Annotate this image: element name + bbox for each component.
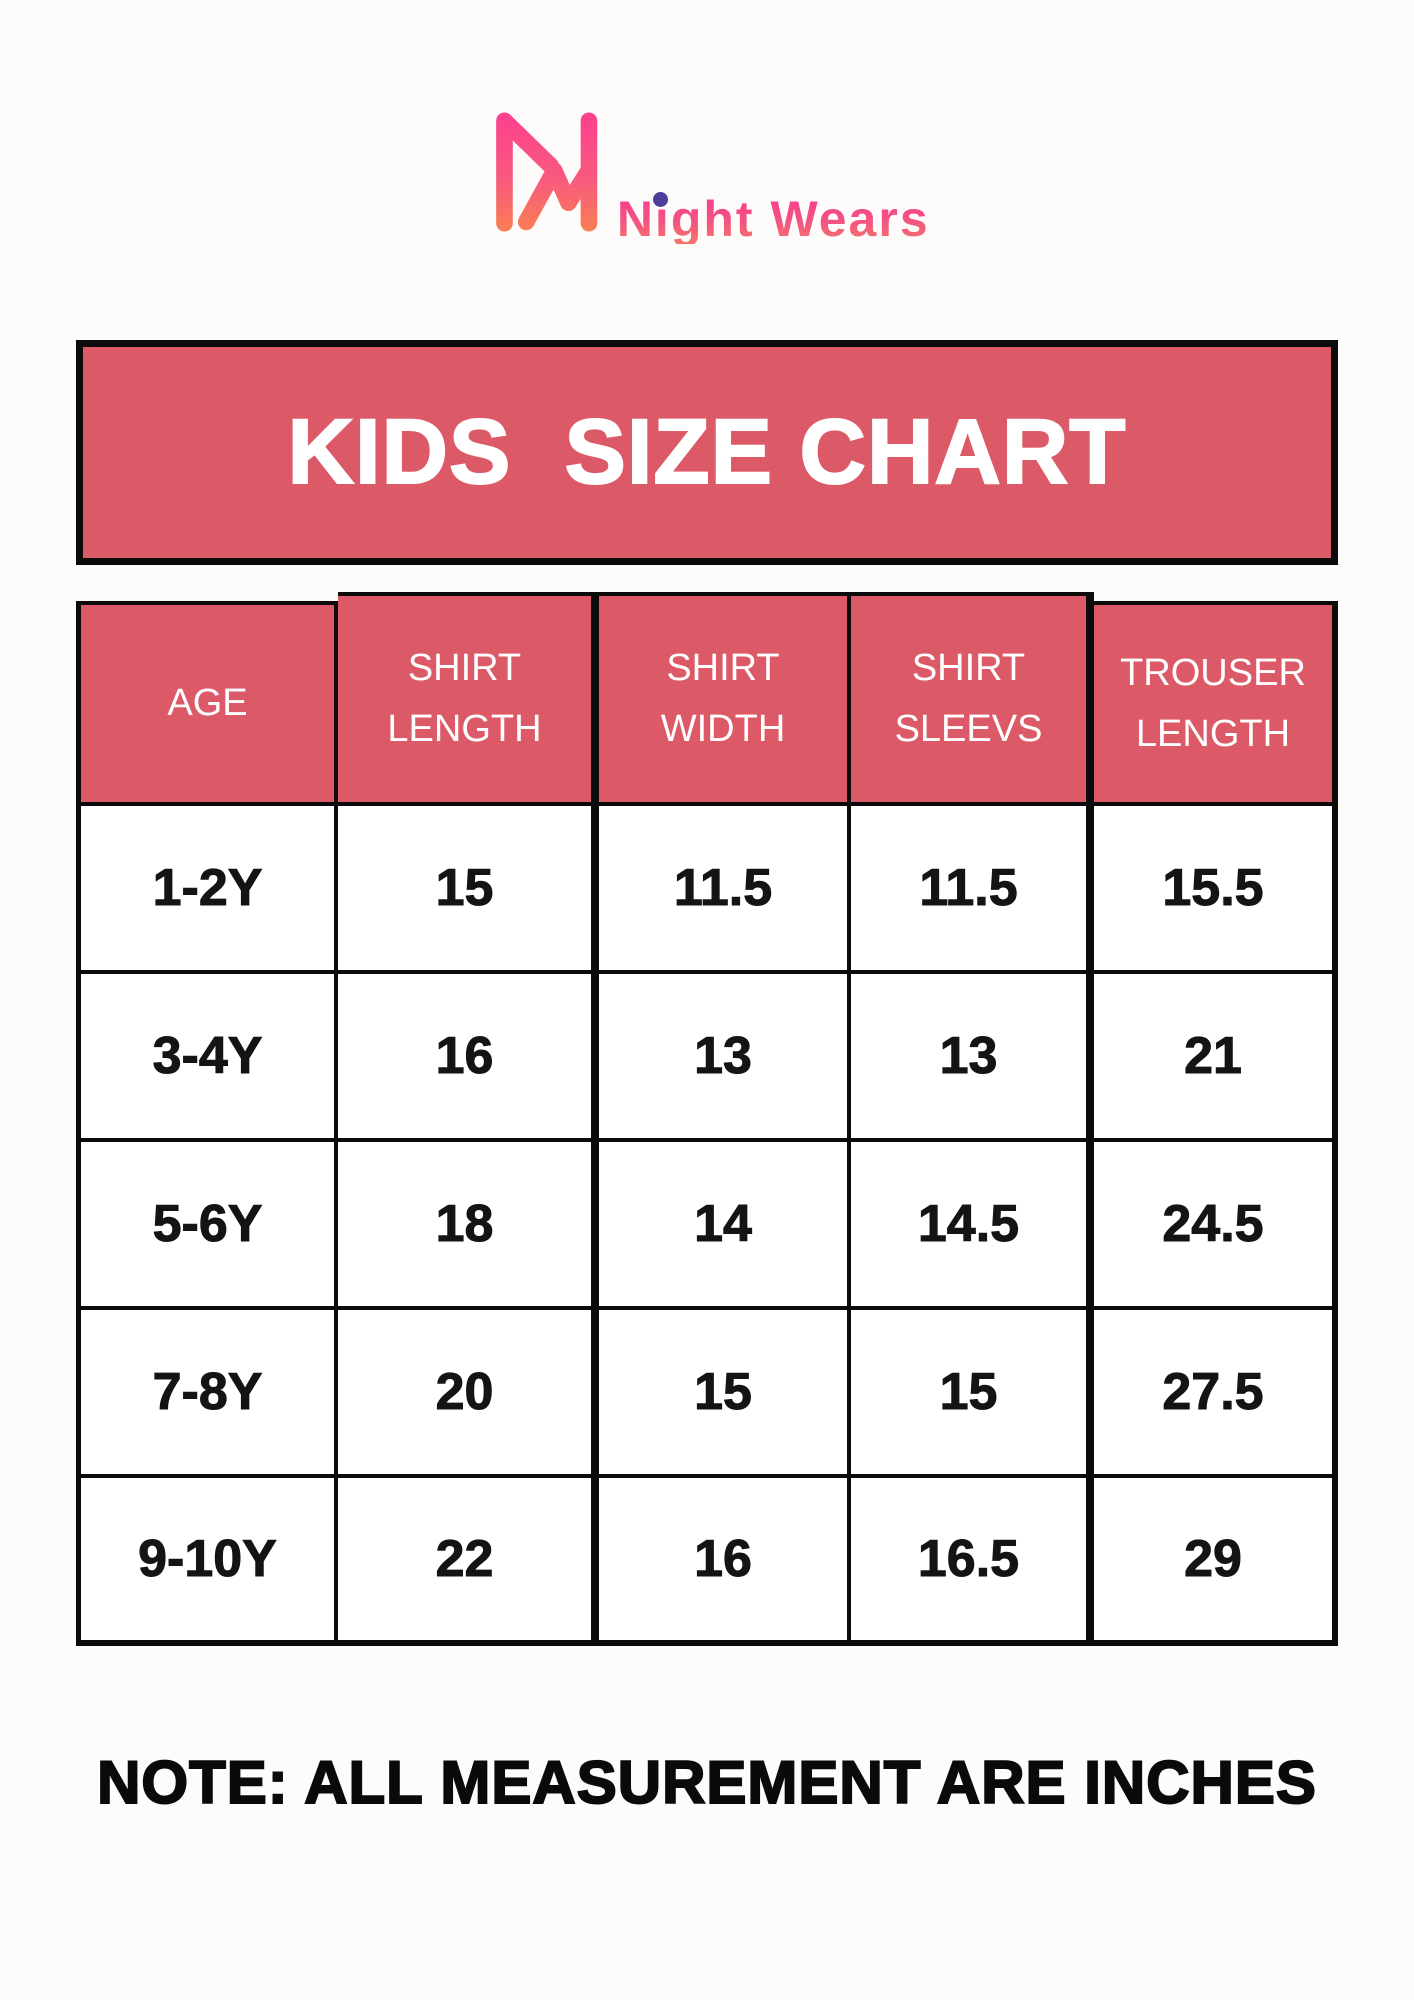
wordmark-i-dot (652, 192, 668, 207)
shirt-sleeves-cell: 14.5 (851, 1142, 1094, 1310)
page-title: KIDS SIZE CHART (287, 400, 1127, 504)
shirt-sleeves-cell: 16.5 (851, 1478, 1094, 1646)
kids-size-table: AGE SHIRT LENGTH SHIRT WIDTH SHIRT SLEEV… (76, 592, 1338, 1646)
shirt-width-cell: 11.5 (599, 806, 851, 974)
shirt-sleeves-cell: 11.5 (851, 806, 1094, 974)
age-cell: 3-4Y (81, 974, 338, 1142)
shirt-width-cell: 16 (599, 1478, 851, 1646)
shirt-length-cell: 16 (338, 974, 599, 1142)
shirt-length-cell: 20 (338, 1310, 599, 1478)
shirt-length-cell: 15 (338, 806, 599, 974)
shirt-sleeves-cell: 13 (851, 974, 1094, 1142)
logo-diagonal (497, 113, 560, 174)
shirt-length-cell: 18 (338, 1142, 599, 1310)
shirt-length-cell: 22 (338, 1478, 599, 1646)
shirt-sleeves-cell: 15 (851, 1310, 1094, 1478)
shirt-width-cell: 14 (599, 1142, 851, 1310)
age-cell: 9-10Y (81, 1478, 338, 1646)
column-header-trouser-length: TROUSER LENGTH (1094, 601, 1338, 806)
trouser-length-cell: 27.5 (1094, 1310, 1338, 1478)
brand-header: Night Wears (0, 0, 1414, 244)
night-wears-logo-icon (496, 112, 598, 232)
measurement-note: NOTE: ALL MEASUREMENT ARE INCHES (96, 1749, 1317, 1817)
title-banner: KIDS SIZE CHART (76, 340, 1338, 565)
column-header-shirt-sleeves: SHIRT SLEEVS (851, 592, 1094, 806)
shirt-width-cell: 15 (599, 1310, 851, 1478)
age-cell: 7-8Y (81, 1310, 338, 1478)
age-cell: 1-2Y (81, 806, 338, 974)
trouser-length-cell: 21 (1094, 974, 1338, 1142)
shirt-width-cell: 13 (599, 974, 851, 1142)
column-header-age: AGE (81, 601, 338, 806)
column-header-shirt-width: SHIRT WIDTH (599, 592, 851, 806)
brand-wordmark-wrap: Night Wears (616, 191, 930, 247)
logo-w-zigzag (518, 162, 597, 231)
content-column: KIDS SIZE CHART AGE SHIRT LENGTH SHIRT W… (76, 340, 1338, 1817)
trouser-length-cell: 29 (1094, 1478, 1338, 1646)
trouser-length-cell: 15.5 (1094, 806, 1338, 974)
brand-wordmark: Night Wears (616, 191, 930, 247)
column-header-shirt-length: SHIRT LENGTH (338, 592, 599, 806)
trouser-length-cell: 24.5 (1094, 1142, 1338, 1310)
age-cell: 5-6Y (81, 1142, 338, 1310)
